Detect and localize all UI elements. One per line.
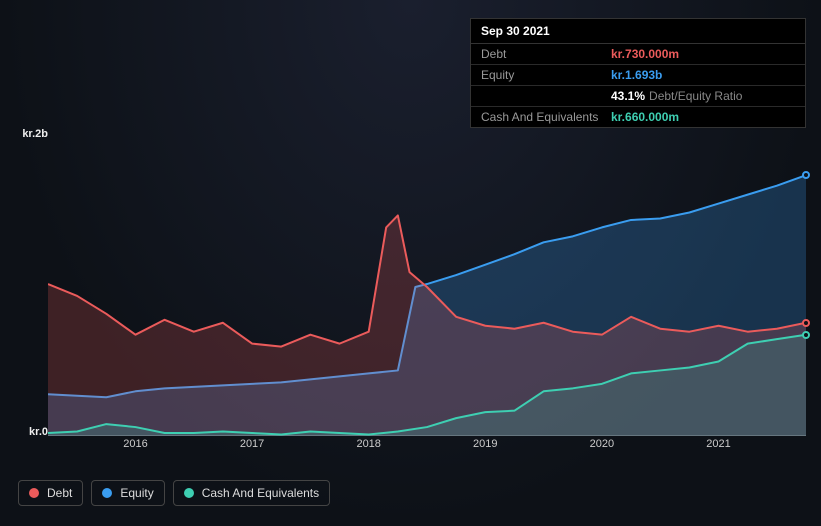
- chart: kr.2bkr.0 201620172018201920202021: [18, 118, 808, 468]
- tooltip-row-suffix: Debt/Equity Ratio: [649, 89, 742, 103]
- legend-item[interactable]: Debt: [18, 480, 83, 506]
- y-axis-label: kr.0: [8, 426, 48, 438]
- legend-swatch: [29, 488, 39, 498]
- series-endpoint-marker: [802, 319, 810, 327]
- tooltip-row-label: Equity: [481, 68, 611, 82]
- plot-area[interactable]: [48, 138, 806, 436]
- legend-label: Debt: [47, 486, 72, 500]
- x-axis-label: 2021: [706, 438, 730, 450]
- chart-svg: [48, 138, 806, 436]
- tooltip-row-value: kr.730.000m: [611, 47, 679, 61]
- tooltip: Sep 30 2021 Debtkr.730.000mEquitykr.1.69…: [470, 18, 806, 128]
- series-endpoint-marker: [802, 171, 810, 179]
- tooltip-row-value: kr.1.693b: [611, 68, 662, 82]
- legend-item[interactable]: Cash And Equivalents: [173, 480, 330, 506]
- legend-label: Equity: [120, 486, 153, 500]
- x-axis-label: 2017: [240, 438, 264, 450]
- series-endpoint-marker: [802, 331, 810, 339]
- legend-label: Cash And Equivalents: [202, 486, 319, 500]
- legend-swatch: [184, 488, 194, 498]
- x-axis-label: 2019: [473, 438, 497, 450]
- x-axis-label: 2020: [590, 438, 614, 450]
- x-axis: 2016 2017 2018 2019 2020 2021: [48, 438, 806, 458]
- x-axis-label: 2018: [356, 438, 380, 450]
- tooltip-row-label: [481, 89, 611, 103]
- y-axis-label: kr.2b: [8, 128, 48, 140]
- tooltip-date: Sep 30 2021: [471, 19, 805, 44]
- tooltip-row: Debtkr.730.000m: [471, 44, 805, 65]
- tooltip-row: 43.1%Debt/Equity Ratio: [471, 86, 805, 107]
- tooltip-row: Equitykr.1.693b: [471, 65, 805, 86]
- legend: Debt Equity Cash And Equivalents: [18, 480, 330, 506]
- x-axis-label: 2016: [123, 438, 147, 450]
- legend-item[interactable]: Equity: [91, 480, 164, 506]
- tooltip-row-label: Debt: [481, 47, 611, 61]
- legend-swatch: [102, 488, 112, 498]
- tooltip-row-value: 43.1%Debt/Equity Ratio: [611, 89, 742, 103]
